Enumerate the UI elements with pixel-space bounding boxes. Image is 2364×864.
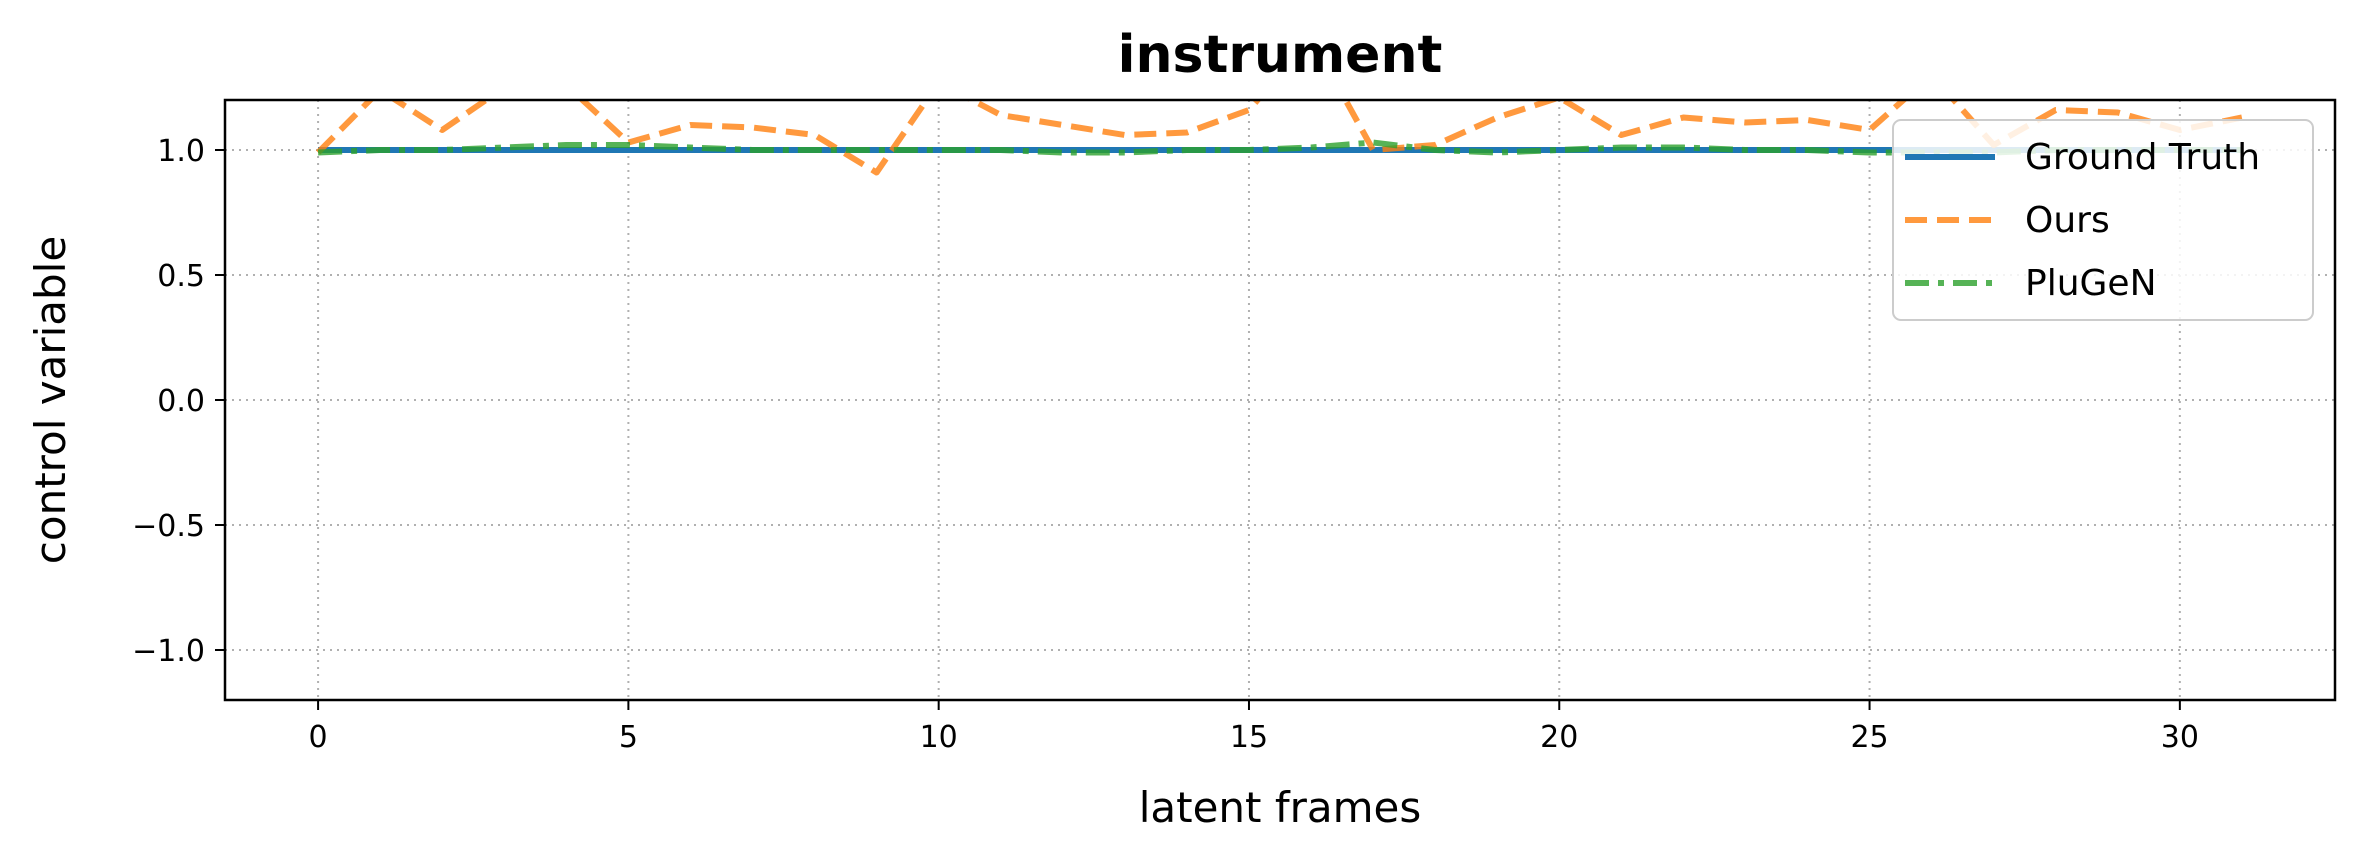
x-tick-label: 0 bbox=[309, 720, 328, 755]
x-axis-label: latent frames bbox=[1139, 783, 1422, 832]
series-line-ours bbox=[315, 100, 2243, 176]
legend-label: PluGeN bbox=[2025, 263, 2157, 304]
y-axis-ticks: 1.0 0.5 0.0 −0.5 −1.0 bbox=[132, 134, 225, 669]
x-axis-ticks: 0 5 10 15 20 25 30 bbox=[309, 700, 2199, 755]
y-tick-label: 1.0 bbox=[157, 134, 205, 169]
y-tick-label: −1.0 bbox=[132, 634, 205, 669]
x-tick-label: 25 bbox=[1850, 720, 1888, 755]
y-axis-label: control variable bbox=[26, 236, 75, 564]
x-tick-label: 20 bbox=[1540, 720, 1578, 755]
x-tick-label: 30 bbox=[2161, 720, 2199, 755]
chart-title: instrument bbox=[1118, 25, 1443, 85]
y-tick-label: 0.0 bbox=[157, 384, 205, 419]
y-tick-label: −0.5 bbox=[132, 509, 205, 544]
x-tick-label: 10 bbox=[920, 720, 958, 755]
legend-label: Ours bbox=[2025, 200, 2110, 241]
x-tick-label: 15 bbox=[1230, 720, 1268, 755]
y-tick-label: 0.5 bbox=[157, 259, 205, 294]
legend-box bbox=[1892, 119, 2314, 321]
legend-label: Ground Truth bbox=[2025, 137, 2260, 178]
x-tick-label: 5 bbox=[619, 720, 638, 755]
legend: Ground Truth Ours PluGeN bbox=[1892, 119, 2314, 321]
